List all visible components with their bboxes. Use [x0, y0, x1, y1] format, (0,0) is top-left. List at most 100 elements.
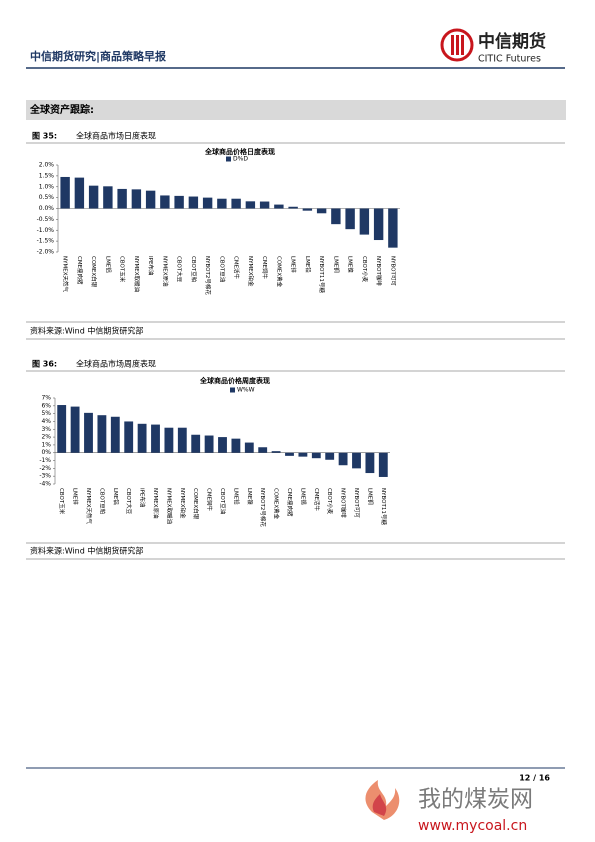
- x-tick-label: COMEX白银: [192, 488, 200, 520]
- legend-label: D%D: [233, 156, 248, 163]
- bar: [365, 452, 375, 474]
- y-tick-label: -1.0%: [37, 227, 55, 234]
- x-tick-label: CBOT豆粕: [190, 256, 198, 282]
- logo-cn: 中信期货: [478, 31, 546, 52]
- x-tick-label: NYMEX原油: [161, 256, 169, 287]
- y-tick-label: 5%: [41, 410, 51, 417]
- bar: [204, 435, 214, 453]
- x-tick-label: CME瘦肉猪: [286, 488, 294, 517]
- x-tick-label: LME铅: [304, 256, 312, 273]
- bar: [88, 185, 99, 209]
- y-tick-label: -1%: [39, 457, 51, 464]
- chart-title: 全球商品价格日度表现: [204, 147, 275, 156]
- x-tick-label: COMEX黄金: [275, 256, 283, 288]
- x-tick-label: NYBOT可可: [353, 488, 360, 518]
- x-tick-label: LME铝: [112, 488, 120, 505]
- x-tick-label: CBOT大豆: [125, 488, 133, 515]
- bar: [124, 421, 134, 453]
- legend-label: W%W: [237, 387, 255, 394]
- x-tick-label: CBOT豆油: [219, 488, 227, 515]
- y-tick-label: 3%: [41, 426, 51, 433]
- x-tick-label: LME锌: [72, 488, 80, 505]
- x-tick-label: NYBOT咖啡: [375, 256, 383, 286]
- x-tick-label: NYMEX天然气: [62, 256, 70, 292]
- y-tick-label: -1.5%: [37, 238, 55, 245]
- x-tick-label: NYBOT咖啡: [340, 488, 348, 518]
- logo: [440, 28, 474, 62]
- y-tick-label: 2%: [41, 434, 51, 441]
- x-tick-label: NYMEX取暖油: [133, 256, 141, 292]
- x-tick-label: NYBOT可可: [389, 256, 396, 286]
- bar: [298, 452, 308, 457]
- figure-label: 图 35:: [32, 132, 57, 141]
- bar: [311, 452, 321, 459]
- bar: [164, 427, 174, 453]
- bar: [316, 208, 327, 214]
- x-tick-label: NYBOT11号糖: [380, 488, 388, 525]
- bar: [302, 208, 313, 211]
- x-tick-label: LME镍: [246, 488, 254, 505]
- figure-label: 图 36:: [32, 360, 57, 369]
- y-tick-label: 0.0%: [39, 205, 55, 212]
- y-tick-label: 0%: [41, 449, 51, 456]
- x-tick-label: LME锡: [299, 488, 307, 505]
- bar: [57, 405, 67, 453]
- x-tick-label: CBOT豆粕: [98, 488, 106, 514]
- legend-swatch: [226, 156, 231, 162]
- x-tick-label: LME铅: [232, 488, 240, 505]
- x-tick-label: CBOT玉米: [58, 488, 66, 515]
- y-tick-label: 1.0%: [39, 183, 55, 190]
- bar: [352, 452, 361, 469]
- x-tick-label: CME饲牛: [206, 488, 214, 512]
- x-tick-label: CME瘦肉猪: [76, 256, 84, 285]
- bar: [160, 195, 170, 209]
- x-tick-label: CBOT大豆: [176, 256, 184, 283]
- y-tick-label: 1.5%: [39, 172, 55, 179]
- x-tick-label: NYMEX铂金: [247, 256, 255, 287]
- bar: [245, 201, 256, 209]
- x-tick-label: LME铜: [366, 488, 374, 505]
- x-tick-label: LME铝: [104, 256, 112, 273]
- x-tick-label: COMEX白银: [90, 256, 98, 288]
- bar: [288, 206, 298, 209]
- bar: [60, 176, 70, 209]
- source: 资料来源:Wind 中信期货研究部: [30, 326, 143, 336]
- x-tick-label: NYBOT2号棉花: [259, 488, 267, 527]
- x-tick-label: NYBOT11号糖: [318, 256, 326, 293]
- bar: [110, 416, 120, 453]
- y-tick-label: 0.5%: [39, 194, 55, 201]
- x-tick-label: NYBOT2号棉花: [204, 256, 212, 295]
- x-tick-label: CBOT豆油: [218, 256, 226, 283]
- bar: [258, 447, 268, 453]
- y-tick-label: 4%: [41, 418, 51, 425]
- bar: [97, 415, 107, 453]
- chart-title: 全球商品价格周度表现: [199, 376, 270, 385]
- bar: [285, 452, 294, 456]
- logo-en: CITIC Futures: [478, 54, 541, 65]
- y-tick-label: 1%: [41, 441, 51, 448]
- x-tick-label: NYMEX原油: [152, 488, 160, 519]
- bar: [325, 452, 335, 460]
- source: 资料来源:Wind 中信期货研究部: [30, 546, 143, 556]
- watermark-name: 我的煤炭网: [418, 787, 533, 813]
- section-bar: [26, 100, 566, 120]
- bar: [244, 442, 254, 453]
- y-tick-label: 7%: [41, 395, 51, 402]
- bar: [231, 438, 241, 453]
- bar: [137, 423, 147, 453]
- bar: [338, 452, 348, 466]
- bar: [177, 427, 187, 453]
- y-tick-label: 2.0%: [39, 162, 55, 169]
- y-tick-label: -3%: [39, 473, 51, 480]
- bar: [259, 201, 270, 209]
- y-tick-label: 6%: [41, 402, 51, 409]
- y-tick-label: -4%: [39, 481, 51, 488]
- x-tick-label: NYMEX取暖油: [165, 488, 173, 524]
- y-tick-label: -0.5%: [37, 216, 55, 223]
- bar: [188, 196, 199, 209]
- bar: [202, 197, 213, 209]
- bar: [359, 208, 370, 235]
- bar: [174, 195, 184, 209]
- bar: [331, 208, 341, 225]
